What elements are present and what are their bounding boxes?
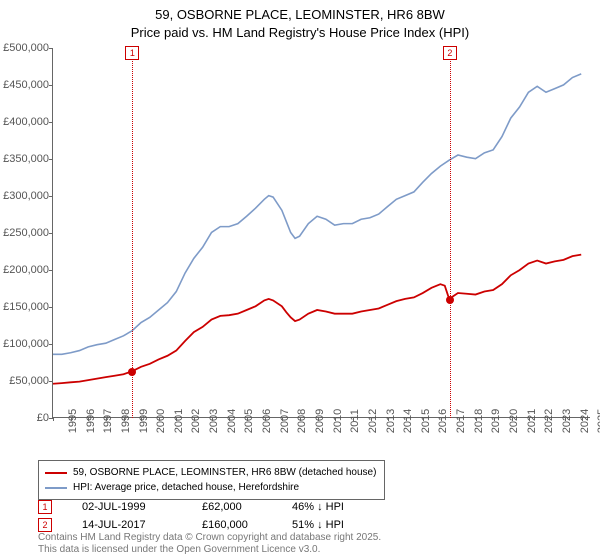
event-pct: 46% ↓ HPI xyxy=(292,501,372,513)
y-tick-label: £100,000 xyxy=(3,338,49,350)
y-tick-label: £200,000 xyxy=(3,264,49,276)
y-tick-label: £0 xyxy=(37,412,49,424)
event-date: 14-JUL-2017 xyxy=(82,519,172,531)
y-tick-label: £500,000 xyxy=(3,42,49,54)
y-tick-mark xyxy=(49,344,53,345)
legend-swatch xyxy=(45,487,67,489)
chart-title: 59, OSBORNE PLACE, LEOMINSTER, HR6 8BW P… xyxy=(0,0,600,41)
event-marker-box: 2 xyxy=(443,46,457,60)
event-price: £62,000 xyxy=(202,501,262,513)
y-tick-label: £300,000 xyxy=(3,190,49,202)
event-pct: 51% ↓ HPI xyxy=(292,519,372,531)
legend-label: 59, OSBORNE PLACE, LEOMINSTER, HR6 8BW (… xyxy=(73,465,376,480)
legend-row: 59, OSBORNE PLACE, LEOMINSTER, HR6 8BW (… xyxy=(45,465,376,480)
title-line-2: Price paid vs. HM Land Registry's House … xyxy=(0,24,600,42)
footer-attribution: Contains HM Land Registry data © Crown c… xyxy=(38,532,381,556)
event-marker-dot xyxy=(128,368,136,376)
event-marker-ref: 1 xyxy=(38,500,52,514)
series-svg xyxy=(53,48,590,417)
event-price: £160,000 xyxy=(202,519,262,531)
y-tick-label: £250,000 xyxy=(3,227,49,239)
x-tick-label: 2025 xyxy=(582,409,600,433)
legend-row: HPI: Average price, detached house, Here… xyxy=(45,480,376,495)
chart-container: 59, OSBORNE PLACE, LEOMINSTER, HR6 8BW P… xyxy=(0,0,600,560)
event-date: 02-JUL-1999 xyxy=(82,501,172,513)
y-tick-label: £400,000 xyxy=(3,116,49,128)
event-marker-box: 1 xyxy=(125,46,139,60)
y-tick-label: £450,000 xyxy=(3,79,49,91)
y-tick-mark xyxy=(49,270,53,271)
y-tick-mark xyxy=(49,85,53,86)
footer-line-1: Contains HM Land Registry data © Crown c… xyxy=(38,532,381,544)
y-tick-mark xyxy=(49,48,53,49)
event-marker-ref: 2 xyxy=(38,518,52,532)
legend-swatch xyxy=(45,472,67,474)
y-tick-mark xyxy=(49,233,53,234)
y-tick-mark xyxy=(49,122,53,123)
y-tick-label: £50,000 xyxy=(9,375,49,387)
legend-label: HPI: Average price, detached house, Here… xyxy=(73,480,299,495)
event-marker-dot xyxy=(446,296,454,304)
legend: 59, OSBORNE PLACE, LEOMINSTER, HR6 8BW (… xyxy=(38,460,385,500)
title-line-1: 59, OSBORNE PLACE, LEOMINSTER, HR6 8BW xyxy=(0,6,600,24)
y-tick-label: £350,000 xyxy=(3,153,49,165)
y-tick-mark xyxy=(49,159,53,160)
y-tick-mark xyxy=(49,381,53,382)
y-tick-mark xyxy=(49,307,53,308)
y-tick-label: £150,000 xyxy=(3,301,49,313)
y-tick-mark xyxy=(49,196,53,197)
event-marker-line xyxy=(450,48,451,418)
event-marker-line xyxy=(132,48,133,418)
footer-line-2: This data is licensed under the Open Gov… xyxy=(38,544,381,556)
event-row: 1 02-JUL-1999 £62,000 46% ↓ HPI xyxy=(38,498,372,516)
event-table: 1 02-JUL-1999 £62,000 46% ↓ HPI 2 14-JUL-2017… xyxy=(38,498,372,534)
plot-area: £0£50,000£100,000£150,000£200,000£250,00… xyxy=(52,48,590,418)
